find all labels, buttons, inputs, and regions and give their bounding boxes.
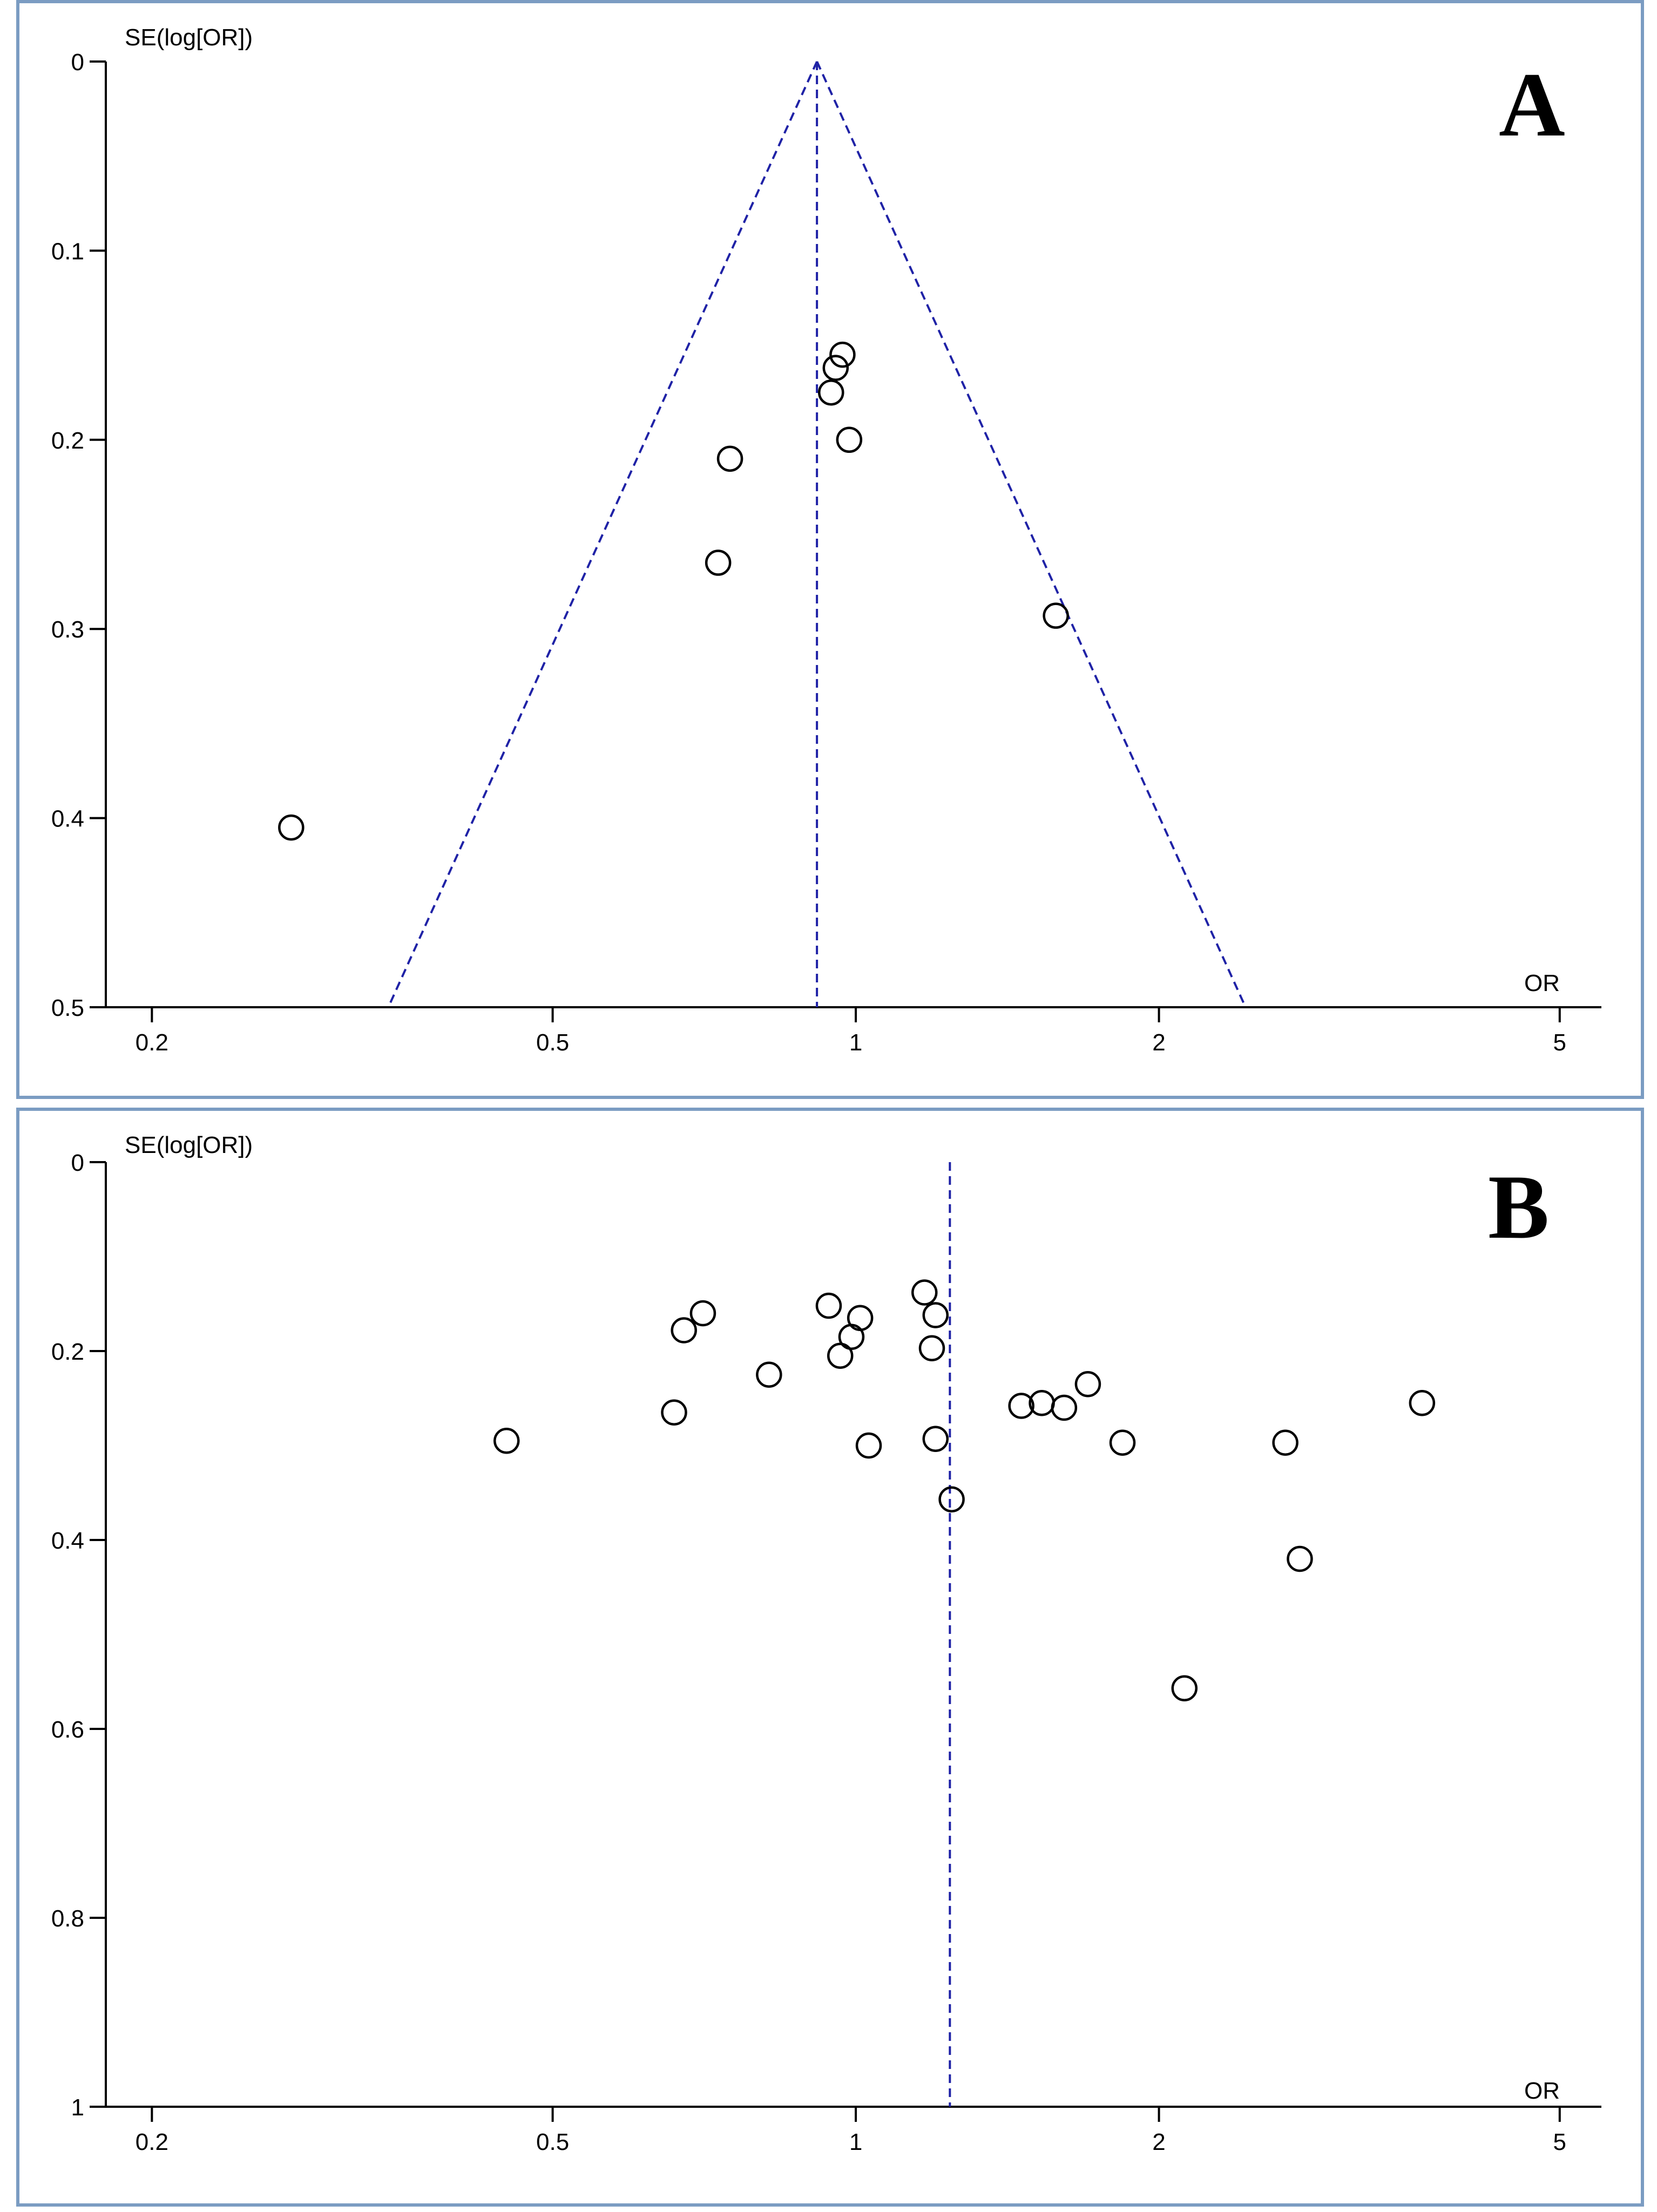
- funnel-plot-panel-b: B SE(log[OR]) OR 0 0.2 0.4 0.6 0.8 1 0.2 0.5 1 2 5: [16, 1108, 1644, 2207]
- y-tick-label-b: 0: [71, 1150, 84, 1176]
- study-point-b: [1051, 1394, 1078, 1421]
- study-point-b: [815, 1292, 842, 1319]
- study-point-b: [938, 1486, 965, 1512]
- x-tick-label-a: 5: [1553, 1029, 1566, 1056]
- x-tick-label-a: 2: [1152, 1029, 1165, 1056]
- study-point-a: [817, 379, 844, 406]
- y-axis-title-b: SE(log[OR]): [125, 1132, 253, 1158]
- x-tick-label-a: 0.2: [136, 1029, 168, 1056]
- study-point-a: [278, 814, 305, 841]
- x-tick-label-a: 1: [849, 1029, 862, 1056]
- study-point-b: [1287, 1545, 1313, 1572]
- panel-label-a: A: [1499, 54, 1565, 155]
- study-point-b: [911, 1279, 938, 1306]
- x-tick-label-b: 0.2: [136, 2129, 168, 2155]
- study-point-b: [689, 1300, 716, 1327]
- funnel-right-limit-a: [816, 61, 1247, 1008]
- x-tick-label-b: 5: [1553, 2129, 1566, 2155]
- study-point-b: [756, 1361, 782, 1388]
- study-point-a: [716, 445, 743, 472]
- study-point-b: [922, 1426, 949, 1452]
- y-tick-label-a: 0.1: [51, 238, 84, 264]
- study-point-b: [661, 1399, 687, 1426]
- study-point-b: [1109, 1429, 1136, 1456]
- y-tick-label-b: 1: [71, 2094, 84, 2121]
- study-point-b: [855, 1432, 882, 1459]
- panel-label-b: B: [1488, 1156, 1549, 1258]
- y-tick-label-b: 0.6: [51, 1716, 84, 1743]
- x-tick-label-a: 0.5: [536, 1029, 569, 1056]
- study-point-a: [1043, 602, 1069, 629]
- study-point-b: [922, 1302, 949, 1328]
- y-tick-label-b: 0.4: [51, 1528, 84, 1554]
- study-point-b: [827, 1342, 854, 1369]
- study-point-b: [1171, 1675, 1198, 1701]
- funnel-plot-a: A SE(log[OR]) OR 0 0.1 0.2 0.3 0.4 0.5 0.2 0.5 1…: [51, 24, 1601, 1056]
- study-point-b: [838, 1324, 865, 1350]
- study-point-b: [847, 1305, 874, 1331]
- funnel-plot-panel-a: A SE(log[OR]) OR 0 0.1 0.2 0.3 0.4 0.5 0.2 0.5 1…: [16, 0, 1644, 1099]
- x-axis-title-a: OR: [1524, 970, 1560, 996]
- y-axis-title-a: SE(log[OR]): [125, 24, 253, 51]
- y-tick-label-a: 0: [71, 49, 84, 76]
- study-point-b: [1272, 1429, 1298, 1456]
- study-point-a: [829, 341, 856, 368]
- funnel-plot-b: B SE(log[OR]) OR 0 0.2 0.4 0.6 0.8 1 0.2 0.5 1 2 5: [51, 1132, 1601, 2155]
- study-point-b: [918, 1335, 945, 1361]
- study-point-b: [1008, 1393, 1034, 1419]
- x-tick-label-b: 2: [1152, 2129, 1165, 2155]
- y-tick-label-b: 0.2: [51, 1339, 84, 1365]
- x-tick-label-b: 1: [849, 2129, 862, 2155]
- study-point-a: [705, 549, 732, 576]
- y-tick-label-a: 0.5: [51, 995, 84, 1021]
- study-point-b: [493, 1428, 520, 1454]
- study-point-b: [1074, 1371, 1101, 1397]
- funnel-left-limit-a: [387, 61, 818, 1008]
- study-point-b: [671, 1317, 697, 1344]
- study-point-a: [822, 355, 849, 381]
- study-point-b: [1409, 1390, 1436, 1416]
- y-tick-label-a: 0.4: [51, 806, 84, 832]
- y-tick-label-a: 0.2: [51, 428, 84, 454]
- x-tick-label-b: 0.5: [536, 2129, 569, 2155]
- y-tick-label-b: 0.8: [51, 1905, 84, 1932]
- study-point-a: [836, 426, 863, 453]
- x-axis-title-b: OR: [1524, 2078, 1560, 2104]
- y-tick-label-a: 0.3: [51, 616, 84, 643]
